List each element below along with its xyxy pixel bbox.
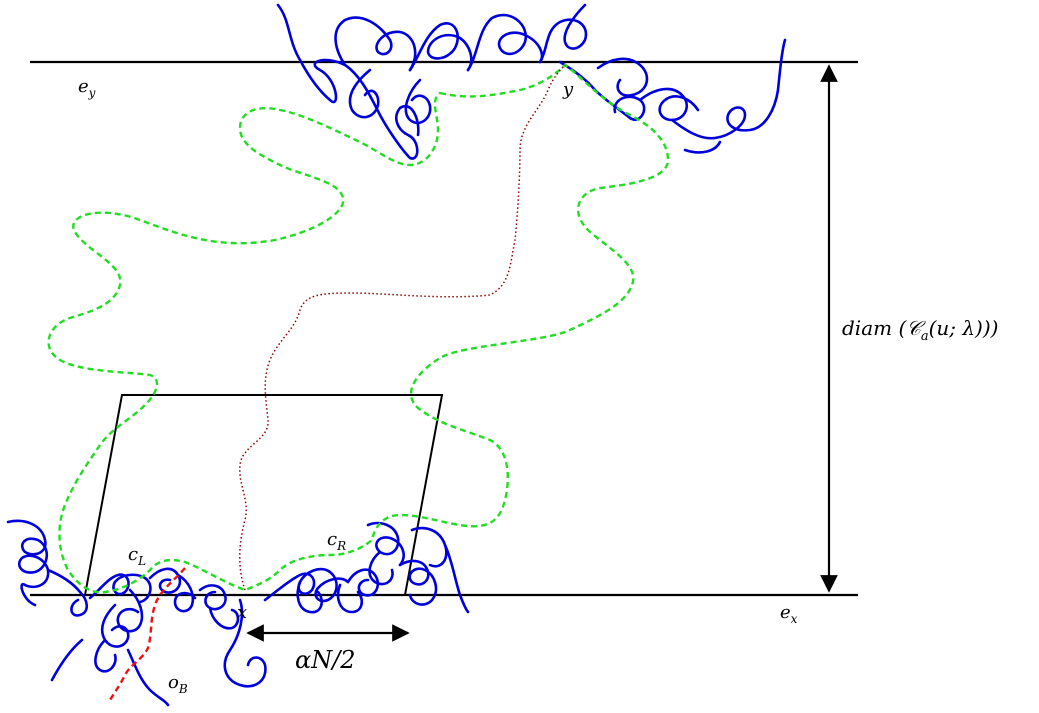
label-e-y: ey [78, 76, 96, 100]
bottom-blue-cluster [6, 519, 470, 707]
label-x-point: x [237, 602, 247, 623]
label-o-b: oB [168, 672, 188, 696]
label-y-point: y [562, 79, 574, 100]
green-dashed-contour [47, 63, 670, 594]
label-e-x: ex [780, 602, 798, 626]
label-c-r: cR [327, 529, 346, 553]
red-dashed-path [108, 567, 186, 701]
top-blue-cluster [276, 3, 787, 160]
parallelogram-box [83, 394, 444, 596]
label-diameter: diam (𝒞a(u; λ))) [842, 316, 998, 344]
red-dotted-path [239, 64, 566, 591]
label-c-l: cL [128, 544, 146, 568]
label-alpha-n: αN/2 [295, 646, 356, 674]
